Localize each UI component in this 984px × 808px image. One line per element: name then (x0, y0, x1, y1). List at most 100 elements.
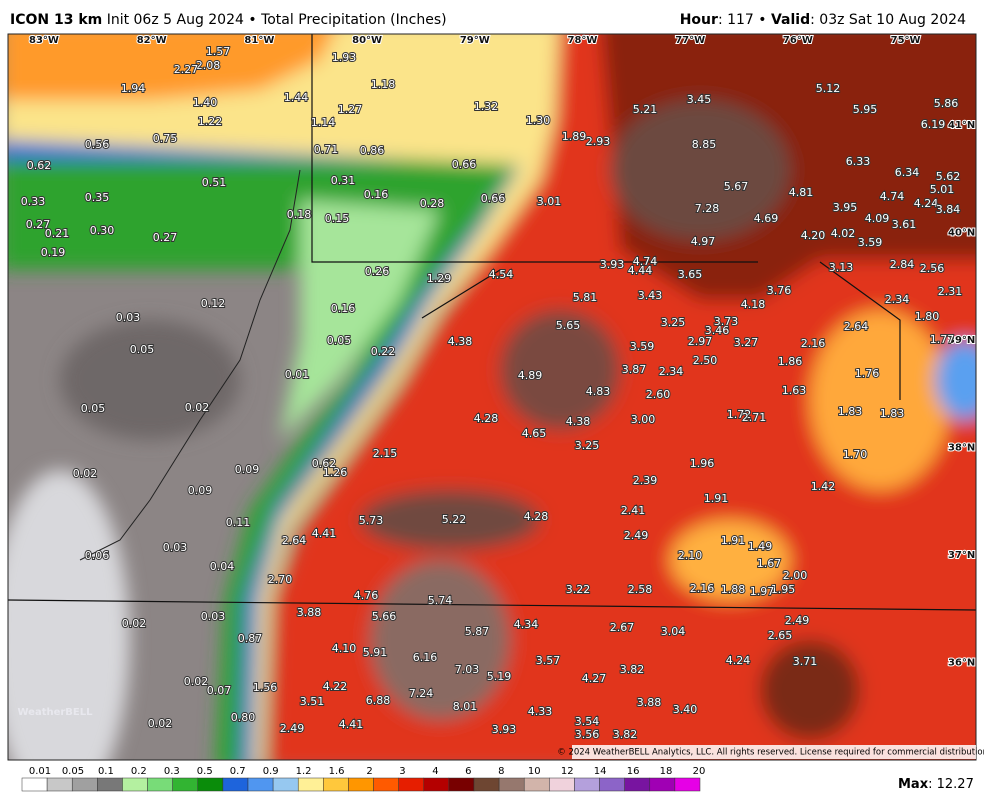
precip-value: 2.71 (742, 411, 767, 424)
precip-value: 4.44 (628, 264, 653, 277)
legend-swatch (172, 777, 199, 792)
legend-label: 0.05 (62, 766, 84, 777)
legend-swatch (674, 777, 701, 792)
precip-value: 0.62 (27, 159, 52, 172)
precip-value: 3.88 (637, 696, 662, 709)
precip-value: 3.73 (714, 315, 739, 328)
precip-value: 4.24 (726, 654, 751, 667)
precip-value: 2.16 (801, 337, 826, 350)
precip-value: 0.51 (202, 176, 227, 189)
precip-value: 6.34 (895, 166, 920, 179)
precip-value: 3.76 (767, 284, 792, 297)
precip-value: 3.45 (687, 93, 712, 106)
precip-value: 0.04 (210, 560, 235, 573)
precip-value: 6.88 (366, 694, 391, 707)
max-label: Max (898, 777, 929, 792)
precip-value: 4.28 (524, 510, 549, 523)
precip-value: 4.89 (518, 369, 543, 382)
precip-value: 8.01 (453, 700, 478, 713)
precip-value: 3.43 (638, 289, 663, 302)
latitude-label: 39°N (948, 335, 975, 346)
precip-value: 2.49 (280, 722, 305, 735)
precip-value: 3.27 (734, 336, 759, 349)
legend-label: 6 (465, 766, 471, 777)
legend-swatch (549, 777, 575, 792)
longitude-label: 82°W (137, 35, 167, 46)
precip-value: 0.18 (287, 208, 312, 221)
precip-value: 3.65 (678, 268, 703, 281)
precip-value: 4.24 (914, 197, 939, 210)
precip-value: 0.16 (364, 188, 389, 201)
precip-value: 5.12 (816, 82, 841, 95)
precip-value: 3.88 (297, 606, 322, 619)
legend-swatch (122, 777, 148, 792)
precip-value: 2.41 (621, 504, 646, 517)
precip-value: 0.71 (314, 143, 339, 156)
precip-value: 7.28 (695, 202, 720, 215)
precip-value: 4.69 (754, 212, 779, 225)
longitude-label: 77°W (675, 35, 705, 46)
precip-value: 1.88 (721, 583, 746, 596)
legend-swatch (599, 777, 625, 792)
precip-value: 0.35 (85, 191, 110, 204)
precip-value: 1.22 (198, 115, 223, 128)
precip-value: 0.31 (331, 174, 356, 187)
precip-value: 1.56 (253, 681, 278, 694)
legend-swatch (272, 777, 299, 792)
precip-value: 4.41 (339, 718, 364, 731)
precip-value: 1.72 (727, 408, 752, 421)
precip-value: 3.82 (613, 728, 638, 741)
legend-swatch (473, 777, 500, 792)
precip-value: 2.93 (586, 135, 611, 148)
legend-label: 2 (366, 766, 372, 777)
precip-value: 0.62 (312, 457, 337, 470)
precip-value: 4.65 (522, 427, 547, 440)
valid-value: : 03z Sat 10 Aug 2024 (810, 12, 966, 28)
precip-value: 1.70 (843, 448, 868, 461)
precip-value: 4.76 (354, 589, 379, 602)
precip-value: 4.74 (880, 190, 905, 203)
precip-value: 2.27 (174, 63, 199, 76)
precip-value: 7.24 (409, 687, 434, 700)
precip-value: 3.00 (631, 413, 656, 426)
subtitle: Init 06z 5 Aug 2024 • Total Precipitatio… (106, 12, 447, 28)
legend-label: 0.1 (98, 766, 114, 777)
legend-label: 1.6 (329, 766, 345, 777)
precip-value: 0.05 (130, 343, 155, 356)
precip-value: 3.25 (661, 316, 686, 329)
precip-value: 2.97 (688, 335, 713, 348)
precip-value: 0.80 (231, 711, 256, 724)
precip-value: 1.83 (880, 407, 905, 420)
precip-value: 2.49 (624, 529, 649, 542)
legend-label: 0.2 (131, 766, 147, 777)
precip-value: 1.49 (748, 540, 773, 553)
longitude-label: 83°W (29, 35, 59, 46)
header-right: Hour: 117 • Valid: 03z Sat 10 Aug 2024 (680, 12, 966, 28)
precip-value: 0.03 (201, 610, 226, 623)
legend-swatch (498, 777, 525, 792)
precip-value: 2.34 (885, 293, 910, 306)
precip-value: 3.59 (858, 236, 883, 249)
precip-value: 5.73 (359, 514, 384, 527)
legend-swatch (624, 777, 651, 792)
header-left: ICON 13 km Init 06z 5 Aug 2024 • Total P… (10, 12, 447, 28)
precip-value: 3.51 (300, 695, 325, 708)
legend-label: 0.9 (263, 766, 279, 777)
precip-value: 0.05 (327, 334, 352, 347)
precip-value: 7.03 (455, 663, 480, 676)
precip-value: 2.15 (373, 447, 398, 460)
precip-value: 2.64 (844, 320, 869, 333)
latitude-label: 36°N (948, 658, 975, 669)
precip-value: 5.74 (428, 594, 453, 607)
legend-swatch (348, 777, 374, 792)
longitude-label: 80°W (352, 35, 382, 46)
precip-value: 4.34 (514, 618, 539, 631)
legend-label: 14 (594, 766, 607, 777)
precip-value: 4.38 (566, 415, 591, 428)
precip-value: 1.32 (474, 100, 499, 113)
legend-swatch (247, 777, 274, 792)
logo: WeatherBELL (17, 707, 93, 718)
precip-value: 1.44 (284, 91, 309, 104)
precip-value: 3.82 (620, 663, 645, 676)
precip-value: 0.02 (148, 717, 173, 730)
